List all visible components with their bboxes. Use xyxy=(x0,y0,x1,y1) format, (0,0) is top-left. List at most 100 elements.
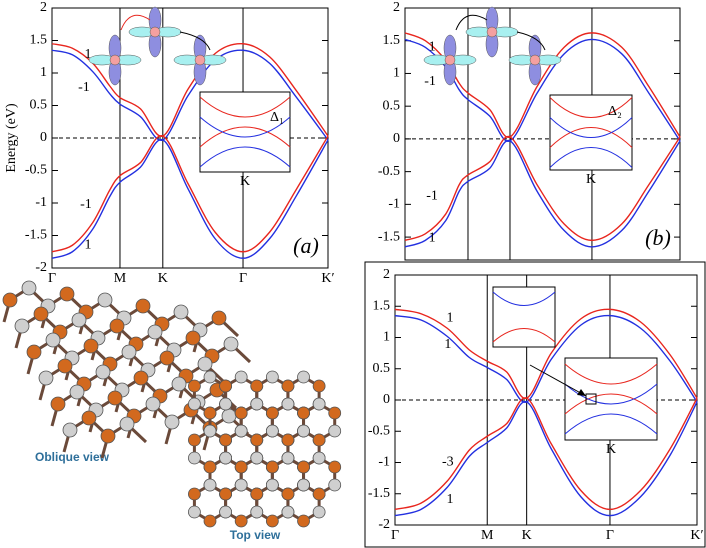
atom xyxy=(62,422,78,438)
atom xyxy=(328,460,342,474)
atom xyxy=(203,424,217,438)
atom xyxy=(21,280,37,296)
atom xyxy=(265,514,279,528)
inset-curve xyxy=(549,117,633,138)
atom xyxy=(234,424,248,438)
y-tick-label: -1.5 xyxy=(25,228,47,243)
atom xyxy=(281,433,295,447)
atom xyxy=(281,397,295,411)
y-tick-label: 1.5 xyxy=(30,33,48,48)
band-annotation: -1 xyxy=(424,74,436,89)
atom xyxy=(234,370,248,384)
orbital-core xyxy=(194,54,206,66)
y-tick-label: -1.5 xyxy=(368,486,390,501)
inset-curve xyxy=(564,383,658,405)
x-tick-label: K′ xyxy=(321,271,334,286)
atom xyxy=(221,408,237,424)
atom xyxy=(219,505,232,519)
atom xyxy=(188,505,201,519)
y-tick-label: 0.5 xyxy=(30,98,48,113)
inset-curve xyxy=(564,413,658,435)
band-annotation: -1 xyxy=(78,80,90,95)
zoom-curve xyxy=(492,291,556,306)
band-annotation: 1 xyxy=(447,492,454,507)
atom xyxy=(265,406,279,420)
y-tick-label: -1 xyxy=(388,197,400,212)
atom xyxy=(188,487,201,501)
zoom-box xyxy=(585,393,597,405)
atom xyxy=(203,514,217,528)
y-tick-label: -1 xyxy=(35,195,47,210)
atom xyxy=(69,384,85,400)
inset-label: K xyxy=(240,174,250,189)
y-tick-label: 1.5 xyxy=(373,298,391,313)
y-tick-label: 0.5 xyxy=(383,98,401,113)
atom xyxy=(2,292,18,308)
atom xyxy=(234,406,248,420)
inset-curve xyxy=(549,147,633,168)
atom xyxy=(57,358,73,374)
hop-arrow xyxy=(516,31,546,51)
atom xyxy=(159,350,175,366)
atom xyxy=(203,460,217,474)
band-annotation: 1 xyxy=(429,231,436,246)
atom xyxy=(281,379,295,393)
atom xyxy=(234,460,248,474)
atom xyxy=(250,397,264,411)
zoom-inset xyxy=(492,286,556,348)
x-tick-label: K xyxy=(158,271,168,286)
atom xyxy=(297,406,310,420)
x-tick-label: Γ xyxy=(391,528,399,543)
y-tick-label: 1 xyxy=(40,65,47,80)
inset-curve xyxy=(549,127,633,148)
inset-curve xyxy=(199,96,291,118)
y-tick-label: -1 xyxy=(378,455,390,470)
atom xyxy=(59,286,75,302)
atom xyxy=(97,292,113,308)
inset-frame xyxy=(199,91,291,173)
band-line xyxy=(51,139,329,259)
oblique-caption: Oblique view xyxy=(35,450,110,464)
crystal-structures xyxy=(2,280,342,528)
atom xyxy=(188,397,201,411)
atom xyxy=(281,487,295,501)
inset-frame xyxy=(549,94,633,171)
atom xyxy=(219,433,232,447)
atom xyxy=(50,396,66,412)
atom xyxy=(100,428,116,444)
band-annotation: 1 xyxy=(447,310,454,325)
hop-arrow xyxy=(179,31,211,51)
orbital-core xyxy=(109,54,121,66)
atom xyxy=(312,379,326,393)
atom xyxy=(219,487,232,501)
inset-label: K xyxy=(586,172,596,187)
atom xyxy=(281,505,295,519)
band-annotation: 1 xyxy=(85,47,92,62)
zoom-curve xyxy=(492,328,556,343)
atom xyxy=(265,460,279,474)
band-line xyxy=(404,135,681,242)
x-tick-label: K xyxy=(522,528,532,543)
atom xyxy=(297,424,310,438)
band-line xyxy=(394,401,698,517)
y-tick-label: 2 xyxy=(393,0,400,15)
atom xyxy=(107,390,123,406)
x-tick-label: M xyxy=(481,528,494,543)
x-tick-label: Γ xyxy=(48,271,56,286)
y-tick-label: -0.5 xyxy=(368,423,390,438)
atom xyxy=(250,451,264,465)
atom xyxy=(188,433,201,447)
atom xyxy=(197,356,213,372)
y-tick-label: -1.5 xyxy=(378,229,400,244)
orbital-core xyxy=(529,54,541,66)
atom xyxy=(312,433,326,447)
atom xyxy=(26,344,42,360)
band-line xyxy=(394,397,698,511)
atom xyxy=(147,324,163,340)
band-annotation: -1 xyxy=(426,189,438,204)
y-tick-label: 0 xyxy=(40,130,47,145)
atom xyxy=(173,304,189,320)
atom xyxy=(45,332,61,348)
atom xyxy=(312,451,326,465)
atom xyxy=(281,451,295,465)
